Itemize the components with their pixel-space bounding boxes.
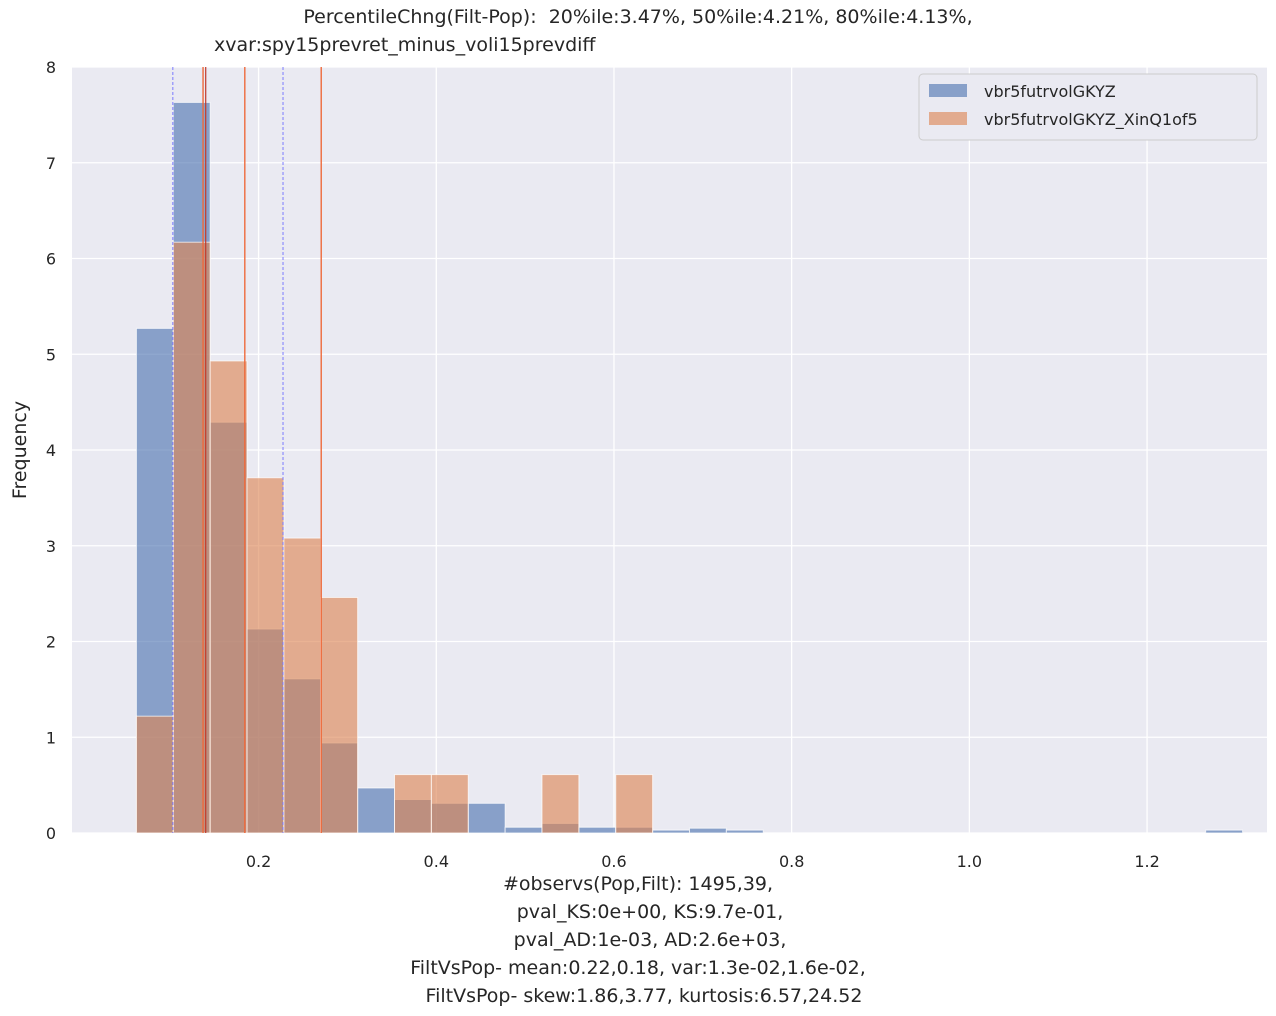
y-axis-label: Frequency <box>9 401 31 499</box>
x-tick-label: 0.6 <box>601 852 626 871</box>
x-axis-label-line: FiltVsPop- skew:1.86,3.77, kurtosis:6.57… <box>425 985 863 1007</box>
population-bar <box>504 826 543 834</box>
population-bar <box>725 829 764 834</box>
population-bar <box>578 826 617 834</box>
x-tick-label: 0.2 <box>246 852 271 871</box>
legend-swatch <box>929 84 967 97</box>
y-tick-label: 4 <box>46 441 56 460</box>
x-axis-label-line: pval_KS:0e+00, KS:9.7e-01, <box>516 901 784 923</box>
x-axis-label-line: #observs(Pop,Filt): 1495,39, <box>502 873 774 895</box>
legend-label: vbr5futrvolGKYZ_XinQ1of5 <box>984 110 1198 130</box>
filtered-bar <box>283 537 322 834</box>
population-bar <box>1205 829 1244 834</box>
y-tick-label: 1 <box>46 728 56 747</box>
filtered-bar <box>209 360 248 834</box>
y-tick-label: 7 <box>46 154 56 173</box>
y-axis-ticks: 0 1 2 3 4 5 6 7 8 <box>46 58 56 843</box>
filtered-bar <box>430 774 469 834</box>
x-tick-label: 1.0 <box>957 852 982 871</box>
legend: vbr5futrvolGKYZ vbr5futrvolGKYZ_XinQ1of5 <box>918 73 1258 141</box>
y-tick-label: 8 <box>46 58 56 77</box>
x-tick-label: 0.4 <box>424 852 449 871</box>
y-tick-label: 3 <box>46 537 56 556</box>
population-bar <box>652 829 690 834</box>
x-axis-label-line: pval_AD:1e-03, AD:2.6e+03, <box>513 929 787 951</box>
population-bar <box>688 827 727 834</box>
population-bar <box>467 802 506 834</box>
x-tick-label: 1.2 <box>1134 852 1159 871</box>
x-tick-label: 0.8 <box>779 852 804 871</box>
x-axis-label-line: FiltVsPop- mean:0.22,0.18, var:1.3e-02,1… <box>410 957 866 979</box>
percentile-lines <box>172 67 322 833</box>
filtered-bar <box>615 774 654 834</box>
filtered-bar <box>541 774 580 834</box>
filtered-bar <box>172 241 211 834</box>
y-tick-label: 0 <box>46 824 56 843</box>
filtered-bar <box>135 715 174 834</box>
legend-swatch <box>929 112 967 125</box>
chart-title-line-1: PercentileChng(Filt-Pop): 20%ile:3.47%, … <box>303 6 973 28</box>
filtered-bar <box>320 596 359 834</box>
filtered-bar <box>246 477 285 834</box>
x-axis-ticks: 0.2 0.4 0.6 0.8 1.0 1.2 <box>246 852 1160 871</box>
y-tick-label: 5 <box>46 345 56 364</box>
chart-title-line-2: xvar:spy15prevret_minus_voli15prevdiff <box>214 34 596 56</box>
filtered-bars <box>135 241 654 834</box>
legend-box <box>918 73 1258 141</box>
y-tick-label: 6 <box>46 250 56 269</box>
legend-label: vbr5futrvolGKYZ <box>984 82 1116 101</box>
filtered-bar <box>394 774 432 834</box>
population-bar <box>357 787 396 834</box>
y-tick-label: 2 <box>46 633 56 652</box>
